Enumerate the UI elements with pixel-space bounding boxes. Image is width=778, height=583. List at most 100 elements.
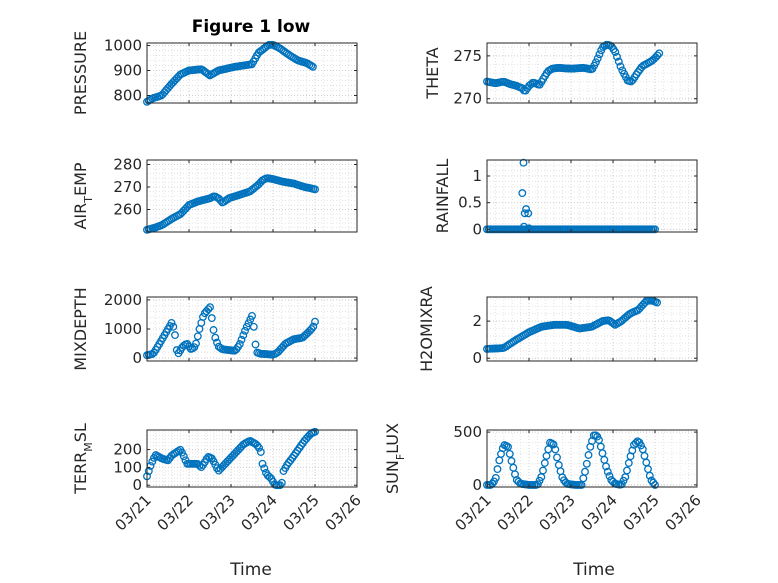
data-point [206,303,214,312]
data-point [595,50,604,59]
data-point [520,222,528,231]
data-point [260,464,269,473]
y-axis-label: RAINFALL [433,159,452,234]
y-axis-label: PRESSURE [71,31,90,115]
data-point [616,62,625,71]
data-point [248,311,256,320]
y-tick-label: 1000 [104,320,142,338]
data-point [179,452,188,461]
y-tick-label: 0 [132,476,142,494]
y-tick-label: 0.5 [458,194,482,212]
data-point [651,225,659,234]
mixdepth-axes: 0 1000 2000 MIXDEPTH [71,287,358,371]
pressure-axes: 800 900 1000 PRESSURE [71,31,358,115]
data-point [520,209,529,218]
rainfall-axes: 0 0.5 1 RAINFALL [433,158,698,238]
axes-frame [486,42,698,104]
data-point [311,185,319,194]
data-point [581,467,589,476]
data-point [167,318,176,327]
x-axis-label-right: Time [572,560,615,580]
data-point [211,333,220,342]
data-point [645,471,654,480]
theta-axes: 270 275 THETA [423,40,698,108]
data-point [637,441,645,450]
data-point [553,453,561,462]
data-point [249,322,258,331]
data-point [309,322,318,331]
data-point [192,339,200,348]
data-point [190,343,199,352]
data-point [605,472,614,481]
y-axis-label: THETA [423,47,442,99]
data-point [611,48,620,56]
data-point [251,340,260,349]
data-point [204,70,213,79]
data-point [649,478,658,487]
y-tick-label: 0 [472,476,482,494]
data-point [193,332,202,341]
data-point [207,314,216,323]
y-tick-label: 500 [453,423,482,441]
data-point [623,466,631,475]
data-point [204,305,213,314]
axes-frame [146,159,358,233]
data-point [178,448,186,457]
data-point [653,298,662,307]
data-point [584,451,593,459]
data-point [505,449,514,458]
data-point [519,158,528,167]
data-point [239,331,248,340]
data-point [593,54,602,63]
data-point [609,319,618,328]
figure-title: Figure 1 low [192,17,311,37]
data-point [199,312,207,321]
data-point [504,442,512,451]
data-point [493,465,502,474]
data-point [253,441,262,450]
y-tick-label: 280 [113,156,142,174]
h2omixra-axes: 0 2 H2OMIXRA [417,286,698,372]
data-point [524,209,533,218]
data-point [651,480,659,489]
data-point [603,467,612,476]
y-tick-label: 200 [113,441,142,459]
y-tick-label: 275 [453,47,482,65]
data-point [195,461,204,470]
axes-frame [146,42,358,104]
data-point [148,457,157,466]
data-point [235,340,244,349]
y-tick-label: 800 [113,87,142,105]
data-point [540,459,549,467]
y-tick-label: 2 [472,312,482,330]
y-tick-label: 0 [472,220,482,238]
y-tick-label: 270 [453,90,482,108]
y-tick-label: 1000 [104,37,142,55]
data-point [244,319,253,328]
data-point [491,473,500,482]
data-point [582,459,591,468]
data-point [549,440,558,449]
y-tick-label: 0 [132,349,142,367]
y-tick-label: 270 [113,178,142,196]
data-point [518,189,527,198]
data-point [241,326,249,335]
data-point [551,445,560,454]
data-point [613,52,621,61]
data-point [591,58,600,67]
y-tick-label: 100 [113,458,142,476]
data-point [237,335,246,344]
air-temp-axes: 260 270 280 AIRTEMP [71,156,358,234]
x-axis-label-left: Time [229,560,272,580]
data-point [539,466,547,475]
axes-frame [486,429,698,488]
data-point [311,427,319,436]
axes-frame [146,429,358,488]
y-tick-label: 2000 [104,291,142,309]
y-tick-label: 260 [113,201,142,219]
axes-frame [486,296,698,362]
data-point [258,459,267,468]
data-point [209,326,218,334]
data-point [655,49,664,58]
